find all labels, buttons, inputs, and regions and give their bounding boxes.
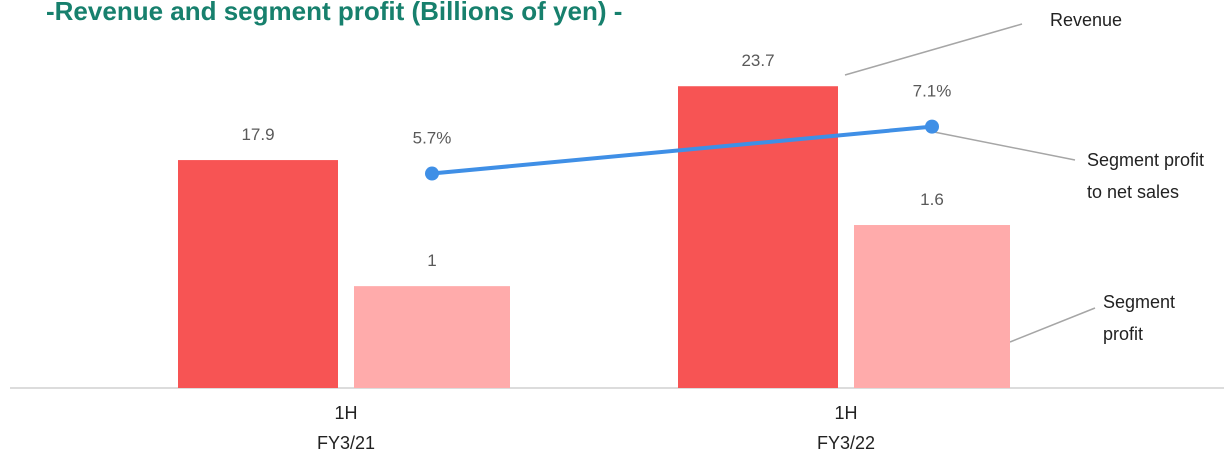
data-label: 17.9 (241, 125, 274, 144)
callout-line (844, 23, 1023, 76)
callout-label: Revenue (1050, 10, 1123, 30)
point (925, 119, 939, 134)
bar (354, 286, 510, 388)
callout-label: Segment profit to net sales (1087, 150, 1205, 202)
data-label: 23.7 (741, 51, 774, 70)
point (425, 166, 439, 181)
data-label: 7.1% (913, 82, 952, 101)
bar (178, 160, 338, 388)
callout-label: Segment profit (1103, 292, 1176, 344)
callout-line (933, 131, 1076, 161)
bar (678, 86, 838, 388)
data-label: 1.6 (920, 190, 944, 209)
bar (854, 225, 1010, 388)
x-tick-label: 1H FY3/22 (816, 403, 876, 453)
x-tick-label: 1H FY3/21 (316, 403, 376, 453)
data-label: 1 (427, 251, 436, 270)
chart-title: -Revenue and segment profit (Billions of… (46, 0, 622, 26)
callout-line (1009, 307, 1096, 343)
line (431, 124, 933, 176)
data-label: 5.7% (413, 129, 452, 148)
